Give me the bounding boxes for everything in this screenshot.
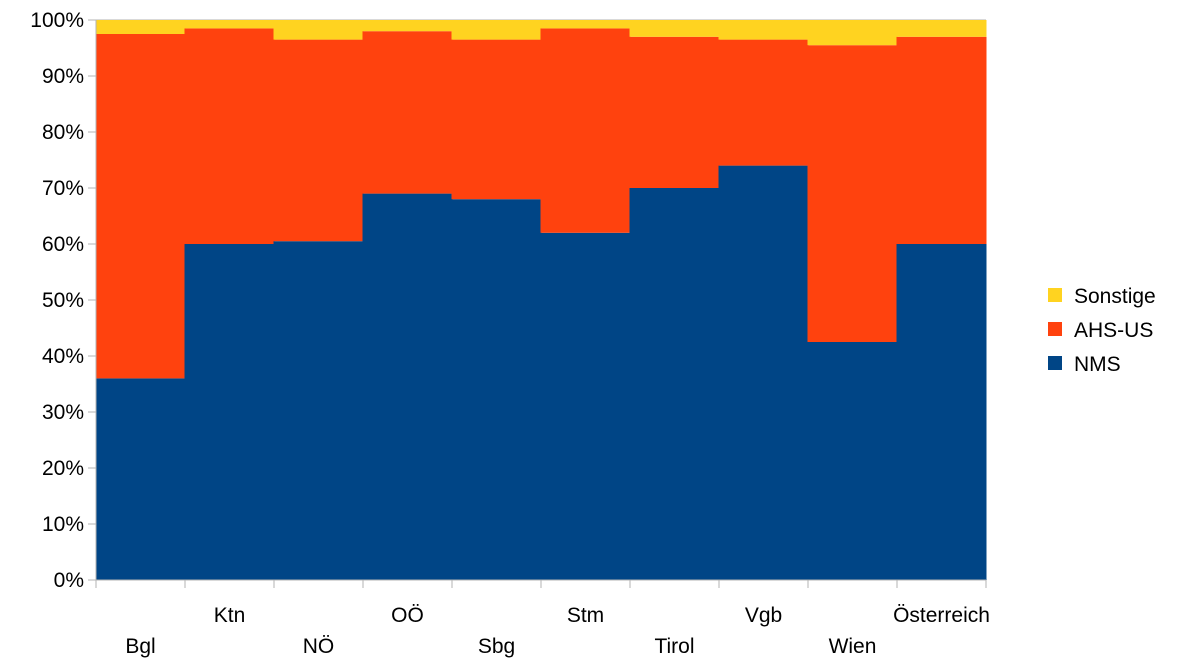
x-tick-label: Ktn bbox=[214, 604, 246, 627]
bar-nms bbox=[184, 244, 275, 580]
bar-sonstige bbox=[896, 20, 987, 37]
x-tick-label: Stm bbox=[567, 604, 604, 627]
legend-swatch bbox=[1048, 322, 1062, 336]
y-tick-label: 40% bbox=[42, 345, 84, 368]
legend: Sonstige AHS-US NMS bbox=[1048, 285, 1156, 376]
bar-ahs-us bbox=[184, 28, 275, 245]
y-tick-label: 30% bbox=[42, 401, 84, 424]
x-tick-label: OÖ bbox=[391, 604, 424, 627]
bar-sonstige bbox=[807, 20, 898, 46]
x-tick-label: Österreich bbox=[893, 604, 990, 627]
bar-ahs-us bbox=[451, 39, 542, 200]
x-tick-label: Sbg bbox=[478, 635, 515, 658]
bar-nms bbox=[629, 188, 720, 580]
legend-label: Sonstige bbox=[1074, 285, 1156, 308]
legend-label: AHS-US bbox=[1074, 319, 1153, 342]
y-tick-label: 10% bbox=[42, 513, 84, 536]
x-tick-label: NÖ bbox=[303, 635, 335, 658]
y-tick-label: 70% bbox=[42, 177, 84, 200]
legend-label: NMS bbox=[1074, 353, 1121, 376]
bar-nms bbox=[273, 241, 364, 580]
bar-sonstige bbox=[184, 20, 275, 29]
bar-ahs-us bbox=[807, 45, 898, 342]
x-tick-label: Tirol bbox=[654, 635, 694, 658]
bar-nms bbox=[451, 199, 542, 580]
bar-sonstige bbox=[629, 20, 720, 37]
bar-sonstige bbox=[718, 20, 809, 40]
bar-ahs-us bbox=[273, 39, 364, 242]
bar-nms bbox=[807, 342, 898, 580]
bars-layer bbox=[95, 20, 987, 581]
bar-ahs-us bbox=[540, 28, 631, 233]
bar-nms bbox=[362, 193, 453, 580]
bar-ahs-us bbox=[896, 36, 987, 244]
bar-sonstige bbox=[95, 20, 186, 34]
bar-sonstige bbox=[451, 20, 542, 40]
bar-nms bbox=[718, 165, 809, 580]
bar-sonstige bbox=[540, 20, 631, 29]
bar-sonstige bbox=[273, 20, 364, 40]
axis-layer: 0% 10% 20% 30% 40% 50% 60% 70% 80% 90% 100% Bgl Ktn N… bbox=[30, 9, 990, 658]
bar-ahs-us bbox=[718, 39, 809, 166]
y-tick-label: 90% bbox=[42, 65, 84, 88]
y-tick-label: 60% bbox=[42, 233, 84, 256]
bar-ahs-us bbox=[629, 36, 720, 188]
bar-ahs-us bbox=[95, 34, 186, 379]
y-tick-label: 0% bbox=[54, 569, 84, 592]
bar-nms bbox=[896, 244, 987, 580]
x-tick-label: Vgb bbox=[745, 604, 782, 627]
y-tick-label: 50% bbox=[42, 289, 84, 312]
bar-nms bbox=[95, 378, 186, 580]
x-tick-label: Bgl bbox=[125, 635, 155, 658]
y-tick-label: 20% bbox=[42, 457, 84, 480]
x-tick-label: Wien bbox=[829, 635, 877, 658]
bar-nms bbox=[540, 232, 631, 581]
legend-swatch bbox=[1048, 356, 1062, 370]
bar-sonstige bbox=[362, 20, 453, 32]
y-tick-label: 80% bbox=[42, 121, 84, 144]
y-tick-label: 100% bbox=[30, 9, 84, 32]
legend-swatch bbox=[1048, 288, 1062, 302]
bar-ahs-us bbox=[362, 31, 453, 194]
